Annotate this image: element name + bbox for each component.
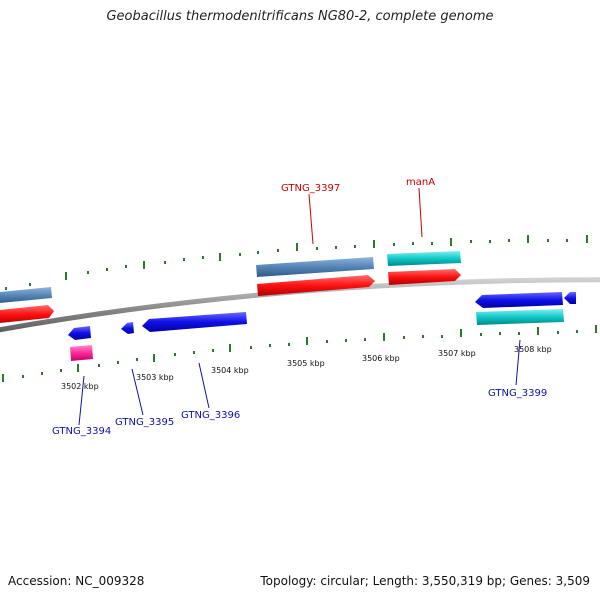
leader-line-gtng-3394 [78, 375, 85, 426]
map-title: Geobacillus thermodenitrificans NG80-2, … [106, 9, 494, 24]
scale-label-3508: 3508 kbp [514, 345, 552, 354]
accession-label: Accession: NC_009328 [8, 574, 145, 588]
scale-label-3502: 3502 kbp [61, 382, 99, 391]
gene-label-gtng-3399[interactable]: GTNG_3399 [488, 388, 547, 399]
gene-feature-cyan-mana-top [387, 251, 461, 266]
gene-feature-blue-gtng-3394 [68, 326, 91, 340]
leader-line-gtng-3396 [198, 362, 210, 409]
gene-feature-blue-gtng-3395 [121, 322, 134, 334]
gene-feature-cyan-gtng-3399 [476, 309, 564, 325]
leader-lines [78, 187, 521, 426]
leader-line-gtng-3395 [131, 368, 144, 416]
gene-feature-red-mana [388, 269, 461, 285]
gene-feature-steel-gtng-3397 [256, 257, 374, 277]
gene-label-mana[interactable]: manA [406, 177, 435, 188]
gene-label-gtng-3395[interactable]: GTNG_3395 [115, 417, 174, 428]
leader-line-gtng-3399 [515, 339, 521, 386]
gene-label-gtng-3396[interactable]: GTNG_3396 [181, 410, 240, 421]
leader-line-mana [418, 187, 423, 238]
inner-tick-row [2, 325, 597, 382]
gene-feature-red-gtng-3397 [257, 275, 375, 296]
scale-label-3507: 3507 kbp [438, 349, 476, 358]
scale-label-3506: 3506 kbp [362, 354, 400, 363]
gene-feature-steel-left [0, 287, 52, 304]
scale-label-3503: 3503 kbp [136, 373, 174, 382]
gene-label-gtng-3397[interactable]: GTNG_3397 [281, 183, 340, 194]
gene-feature-blue-gtng-3399 [475, 292, 563, 308]
gene-feature-blue-gtng-3399-small [564, 292, 576, 304]
genome-summary: Topology: circular; Length: 3,550,319 bp… [260, 574, 590, 588]
scale-label-3504: 3504 kbp [211, 366, 249, 375]
gene-label-gtng-3394[interactable]: GTNG_3394 [52, 426, 111, 437]
gene-feature-pink-gtng-3394 [70, 345, 93, 361]
leader-line-gtng-3397 [308, 193, 314, 245]
gene-feature-blue-gtng-3396 [142, 312, 247, 332]
scale-label-3505: 3505 kbp [287, 359, 325, 368]
outer-tick-row [5, 235, 588, 290]
gene-feature-red-left [0, 305, 54, 323]
